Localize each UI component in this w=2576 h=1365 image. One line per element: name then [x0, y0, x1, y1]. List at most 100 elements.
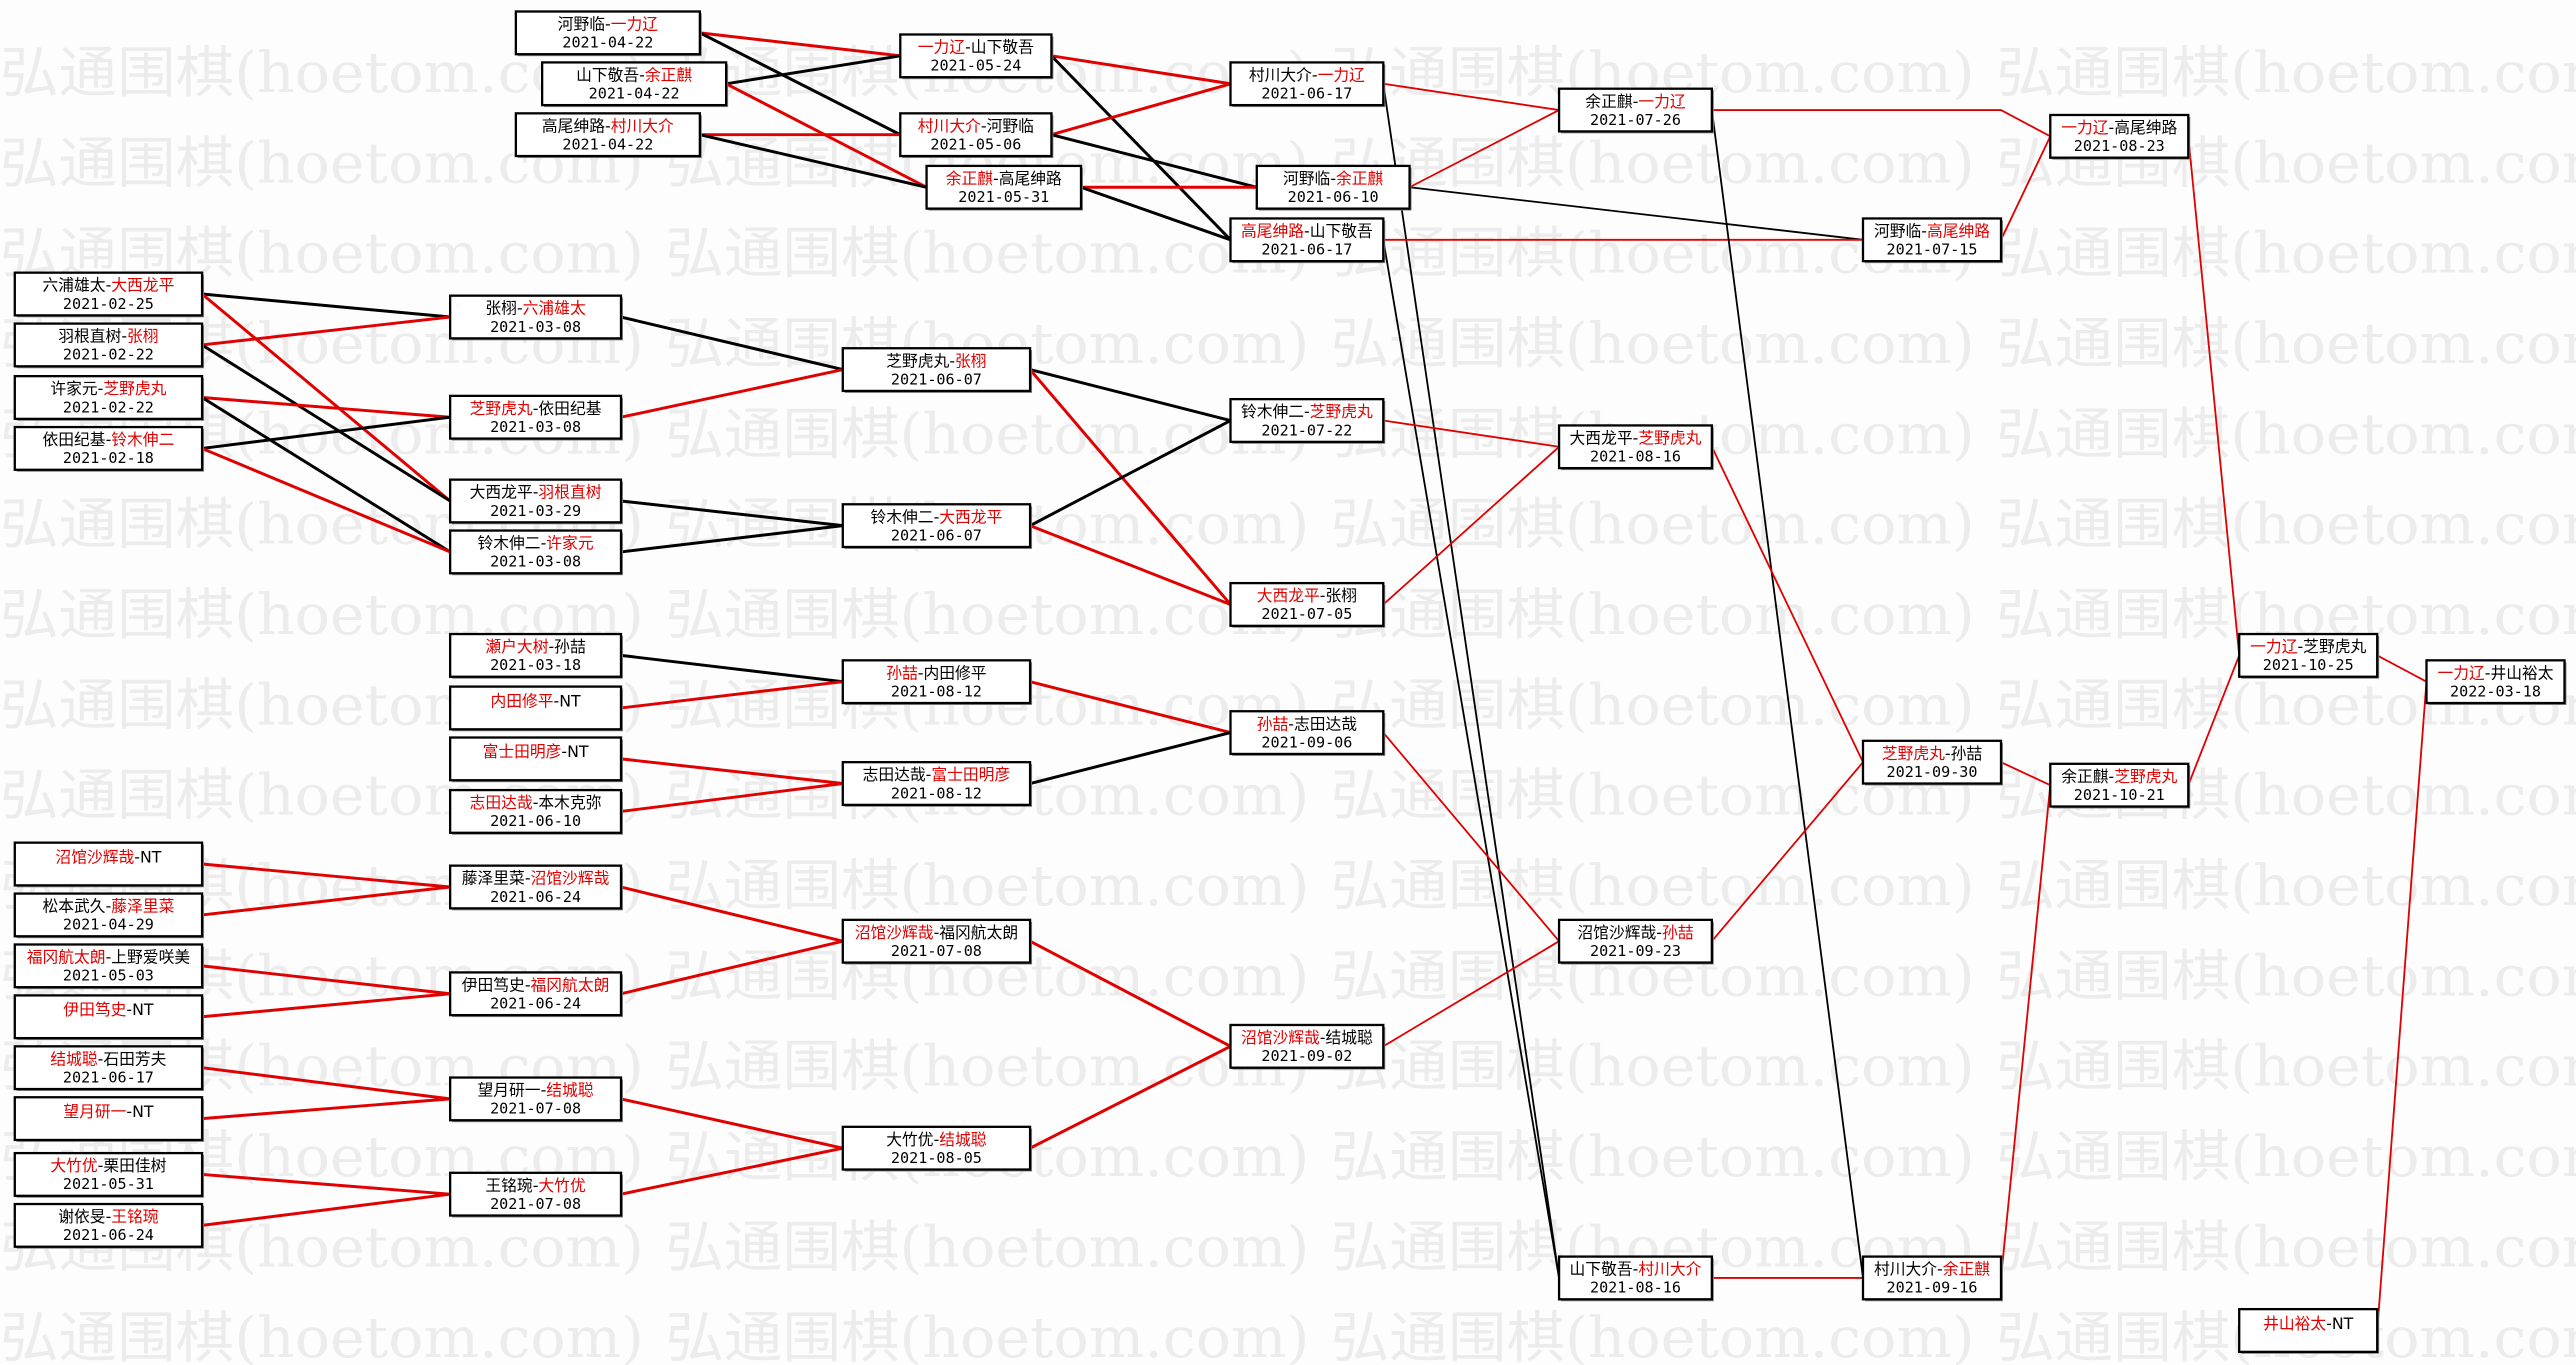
player-separator: - [121, 327, 127, 346]
match-date: 2021-05-31 [63, 1175, 154, 1193]
match-box-frame [13, 943, 204, 989]
watermark-text: 弘通围棋(hoetom.com) [1331, 131, 1975, 196]
player-2-name: 大西龙平 [111, 276, 174, 295]
bracket-line [201, 343, 451, 503]
bracket-line [620, 782, 843, 813]
player-1-name: 大竹优 [50, 1156, 98, 1175]
player-separator: - [1945, 744, 1951, 763]
player-1-name: 志田达哉 [470, 793, 533, 812]
match-players: 铃木伸二-大西龙平 [870, 507, 1002, 526]
match-players: 一力辽-高尾绅路 [2061, 118, 2177, 137]
player-separator: - [98, 1049, 104, 1068]
player-separator: - [134, 847, 140, 866]
watermark-text: 弘通围棋(hoetom.com) [665, 222, 1309, 287]
match-box-frame [841, 659, 1032, 705]
player-2-name: NT [140, 847, 162, 866]
watermark-text: 弘通围棋(hoetom.com) [1331, 583, 1975, 648]
match-players: 余正麒-一力辽 [1585, 92, 1686, 111]
player-1-name: 村川大介 [1249, 65, 1312, 84]
player-2-name: 张栩 [127, 327, 159, 346]
match-players: 松本武久-藤泽里菜 [42, 897, 174, 916]
match-box-frame [448, 685, 623, 731]
player-2-name: 高尾绅路 [999, 169, 1062, 188]
match-players: 大西龙平-张栩 [1257, 586, 1357, 605]
match-date: 2021-05-31 [958, 188, 1049, 206]
match-players: 沼馆沙辉哉-结城聪 [1241, 1028, 1373, 1047]
player-1-name: 福冈航太朗 [27, 948, 106, 967]
match-players: 一力辽-山下敬吾 [918, 38, 1034, 57]
player-separator: - [533, 1176, 539, 1195]
player-2-name: 依田纪基 [538, 399, 601, 418]
match-date: 2021-10-25 [2263, 656, 2354, 674]
match-players: 六浦雄太-大西龙平 [42, 276, 174, 295]
match-box-frame [13, 1202, 204, 1248]
match-box-frame [1229, 710, 1385, 756]
player-separator: - [934, 1130, 940, 1149]
player-1-name: 志田达哉 [863, 765, 926, 784]
player-1-name: 余正麒 [1585, 92, 1633, 111]
player-1-name: 孙喆 [886, 663, 918, 682]
match-players: 伊田笃史-福冈航太朗 [462, 975, 610, 994]
bracket-line [1382, 83, 1560, 1279]
match-players: 大西龙平-羽根直树 [470, 483, 602, 502]
bracket-line [1711, 761, 1864, 942]
match-box-frame [841, 503, 1032, 549]
player-1-name: 依田纪基 [42, 430, 105, 449]
match-box-frame [1557, 1255, 1714, 1301]
match-players: 高尾绅路-村川大介 [542, 116, 674, 135]
player-separator: - [1633, 1260, 1639, 1279]
player-separator: - [517, 299, 523, 318]
player-2-name: 芝野虎丸 [1638, 429, 1701, 448]
player-separator: - [541, 534, 547, 553]
player-2-name: 许家元 [546, 534, 594, 553]
match-boxes: 河野临-一力辽2021-04-22山下敬吾-余正麒2021-04-22高尾绅路-… [13, 10, 2567, 1354]
player-1-name: 余正麒 [946, 169, 994, 188]
watermark-text: 弘通围棋(hoetom.com) [1331, 312, 1975, 377]
player-1-name: 王铭琬 [485, 1176, 533, 1195]
watermark-text: 弘通围棋(hoetom.com) [1996, 493, 2576, 558]
player-1-name: 大竹优 [886, 1130, 934, 1149]
watermark-text: 弘通围棋(hoetom.com) [1996, 854, 2576, 919]
match-players: 内田修平-NT [490, 691, 581, 710]
match-box-frame [448, 632, 623, 678]
match-players: 铃木伸二-芝野虎丸 [1241, 402, 1373, 421]
match-box-frame [841, 918, 1032, 964]
player-separator: - [533, 399, 539, 418]
match-players: 芝野虎丸-孙喆 [1882, 744, 1983, 763]
player-1-name: 山下敬吾 [1570, 1260, 1633, 1279]
player-separator: - [2109, 118, 2115, 137]
player-separator: - [926, 765, 932, 784]
player-1-name: 一力辽 [2437, 663, 2485, 682]
match-date: 2021-08-16 [1590, 1279, 1681, 1297]
bracket-line [620, 524, 843, 554]
match-box-frame [1229, 217, 1385, 263]
match-box-frame [448, 864, 623, 910]
match-date: 2021-09-16 [1887, 1279, 1978, 1297]
bracket-line [2000, 135, 2052, 241]
watermark-text: 弘通围棋(hoetom.com) [1996, 1215, 2576, 1280]
match-players: 高尾绅路-山下敬吾 [1241, 222, 1373, 241]
player-separator: - [98, 379, 104, 398]
player-1-name: 河野临 [1283, 169, 1330, 188]
bracket-line [201, 447, 451, 554]
match-box-frame [13, 1096, 204, 1142]
bracket-line [1383, 419, 1560, 448]
match-players: 河野临-高尾绅路 [1874, 222, 1990, 241]
player-2-name: 张栩 [1326, 586, 1358, 605]
bracket-line [2187, 655, 2241, 786]
match-box-frame [448, 529, 623, 575]
match-date: 2021-06-07 [891, 370, 982, 388]
match-date: 2021-04-22 [562, 135, 653, 153]
bracket-line [1409, 186, 1864, 241]
watermark-text: 弘通围棋(hoetom.com) [665, 1035, 1309, 1100]
match-players: 河野临-一力辽 [558, 15, 659, 34]
